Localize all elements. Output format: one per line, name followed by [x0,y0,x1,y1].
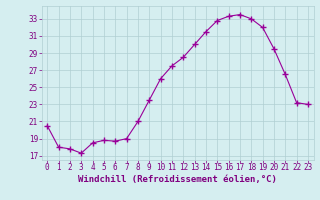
X-axis label: Windchill (Refroidissement éolien,°C): Windchill (Refroidissement éolien,°C) [78,175,277,184]
